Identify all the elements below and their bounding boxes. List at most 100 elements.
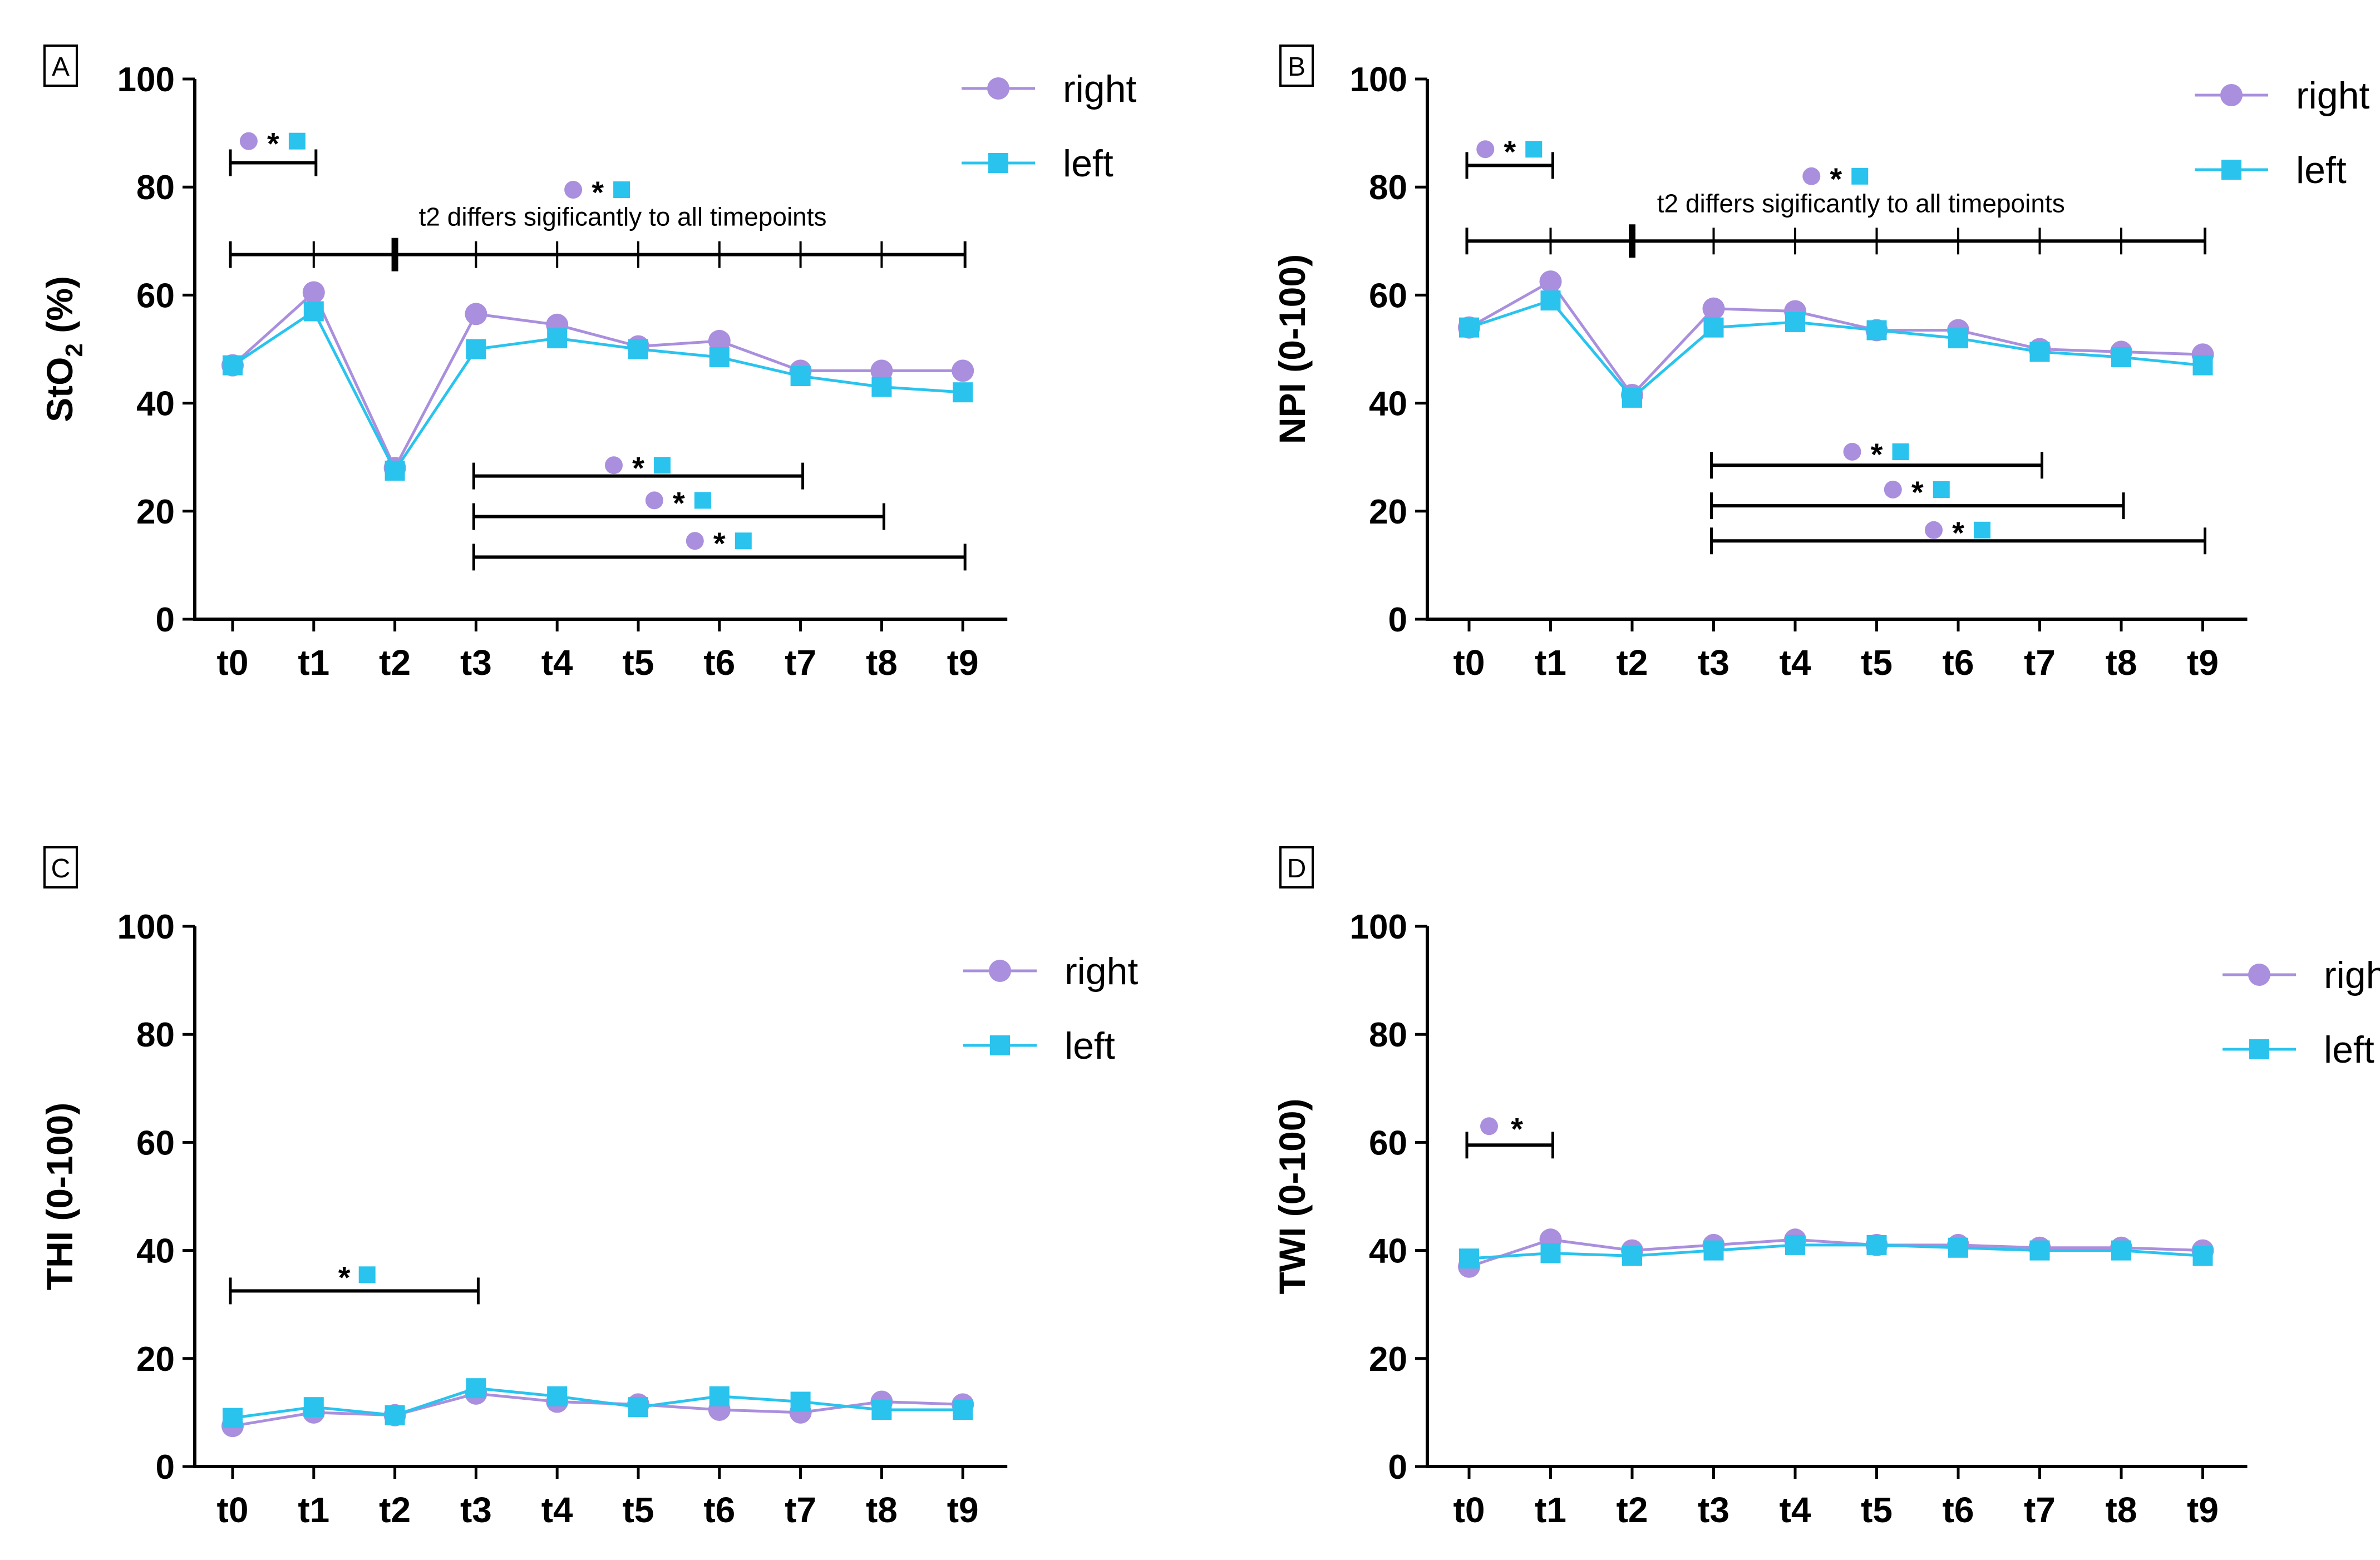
y-tick-label: 0 [1388, 1448, 1407, 1487]
x-tick-label: t8 [2106, 643, 2137, 683]
x-tick-label: t5 [623, 1490, 654, 1530]
y-tick-label: 100 [1350, 61, 1407, 99]
x-tick-label: t4 [1780, 643, 1811, 683]
significance-star: * [1952, 515, 1964, 550]
legend-label-left: left [2296, 149, 2347, 191]
y-axis-title-main: TWI [1272, 1227, 1313, 1295]
y-axis-title-main: THI [39, 1231, 80, 1290]
panel-letter: A [52, 52, 70, 82]
y-tick-label: 20 [136, 1340, 175, 1379]
data-point-left [547, 328, 568, 349]
x-tick-label: t2 [1617, 1490, 1648, 1530]
data-point-right [952, 359, 974, 382]
y-tick-label: 40 [136, 1232, 175, 1271]
marker-left [735, 532, 752, 550]
y-tick-label: 60 [1369, 277, 1407, 315]
significance-star: * [1871, 437, 1883, 472]
x-tick-label: t4 [541, 643, 573, 683]
marker-right [1843, 442, 1861, 461]
y-axis-title-unit: (0-100) [39, 1103, 80, 1231]
data-point-left [709, 1386, 730, 1406]
data-point-left [1459, 1248, 1479, 1269]
series-line-right [1469, 1238, 2203, 1268]
legend-label-left: left [2324, 1029, 2374, 1071]
series-line-left [231, 309, 963, 473]
x-tick-label: t7 [785, 643, 816, 683]
panel-letter-box [43, 846, 78, 888]
y-axis-title-subscript: 2 [61, 343, 88, 357]
x-tick-label: t1 [298, 643, 329, 683]
marker-left [694, 492, 711, 509]
marker-right [605, 456, 623, 475]
x-tick-label: t4 [541, 1490, 573, 1530]
y-tick-label: 20 [1369, 493, 1407, 531]
x-tick-label: t6 [1943, 1490, 1974, 1530]
y-tick-label: 40 [1369, 1232, 1407, 1271]
data-point-left [790, 1391, 811, 1412]
data-point-left [385, 1405, 405, 1425]
x-tick-label: t0 [1453, 1490, 1485, 1530]
y-tick-label: 20 [136, 493, 175, 531]
significance-bracket: * [1465, 134, 1554, 179]
marker-right [686, 532, 704, 550]
x-tick-label: t5 [1861, 643, 1893, 683]
x-tick-label: t7 [2024, 1490, 2056, 1530]
y-tick-label: 80 [1369, 169, 1407, 207]
legend-label-right: right [1063, 68, 1136, 110]
x-tick-label: t2 [379, 643, 411, 683]
marker-left [613, 181, 630, 199]
legend-marker-right [2248, 964, 2270, 986]
significance-bracket: * [472, 526, 967, 571]
legend-label-right: right [1065, 950, 1138, 993]
legend-marker-right [2220, 84, 2243, 106]
data-point-left [709, 347, 730, 368]
data-point-left [871, 377, 892, 397]
marker-left [1974, 521, 1990, 539]
panel-a: A 0 20 40 60 80 100 t0 t1 t2 t3 t4 t5 t6 t7 t8 t9 StO2 (%… [39, 45, 1136, 683]
x-tick-label: t5 [623, 643, 654, 683]
series-line-left [1469, 299, 2203, 400]
panel-letter: C [51, 854, 71, 883]
data-point-left [2111, 1240, 2131, 1261]
significance-bracket: * [1465, 161, 2206, 258]
legend: right left [962, 68, 1136, 185]
marker-right [645, 491, 663, 510]
panel-b: B 0 20 40 60 80 100 t0 t1 t2 t3 t4 t5 t6 t7 t8 t9 NPI (0-… [1272, 45, 2369, 683]
data-point-left [1703, 317, 1724, 338]
data-point-left [1866, 1235, 1887, 1255]
significance-bracket: * [229, 1260, 480, 1305]
x-tick-label: t0 [1453, 643, 1485, 683]
x-tick-label: t1 [1535, 643, 1566, 683]
marker-left [1525, 141, 1543, 158]
y-tick-label: 80 [1369, 1016, 1407, 1054]
y-axis-title-unit: (%) [39, 276, 80, 343]
significance-bracket: * [229, 175, 967, 271]
significance-bracket: * [472, 485, 885, 530]
legend-label-left: left [1065, 1025, 1115, 1067]
data-point-left [303, 301, 324, 322]
data-point-left [2029, 342, 2050, 362]
y-tick-label: 60 [136, 277, 175, 315]
legend-marker-left [990, 1035, 1010, 1055]
data-point-left [1622, 387, 1642, 408]
data-point-right [708, 329, 731, 352]
y-axis-title: NPI (0-100) [1272, 254, 1313, 444]
x-tick-label: t8 [2106, 1490, 2137, 1530]
marker-right [1802, 167, 1821, 185]
significance-star: * [1511, 1111, 1523, 1146]
y-tick-label: 100 [117, 61, 175, 99]
x-tick-label: t9 [2187, 1490, 2219, 1530]
significance-star: * [338, 1260, 351, 1295]
y-tick-label: 40 [136, 385, 175, 423]
significance-bracket: * [1710, 437, 2043, 479]
x-tick-label: t3 [1698, 643, 1729, 683]
marker-left [1892, 443, 1909, 460]
data-point-left [2192, 355, 2213, 376]
marker-left [1933, 481, 1950, 498]
significance-star: * [713, 526, 726, 561]
y-axis-title: TWI (0-100) [1272, 1098, 1313, 1294]
marker-left [1851, 167, 1869, 185]
data-point-left [628, 1397, 648, 1418]
y-tick-label: 100 [117, 908, 175, 946]
series-line-left [1469, 1243, 2203, 1260]
